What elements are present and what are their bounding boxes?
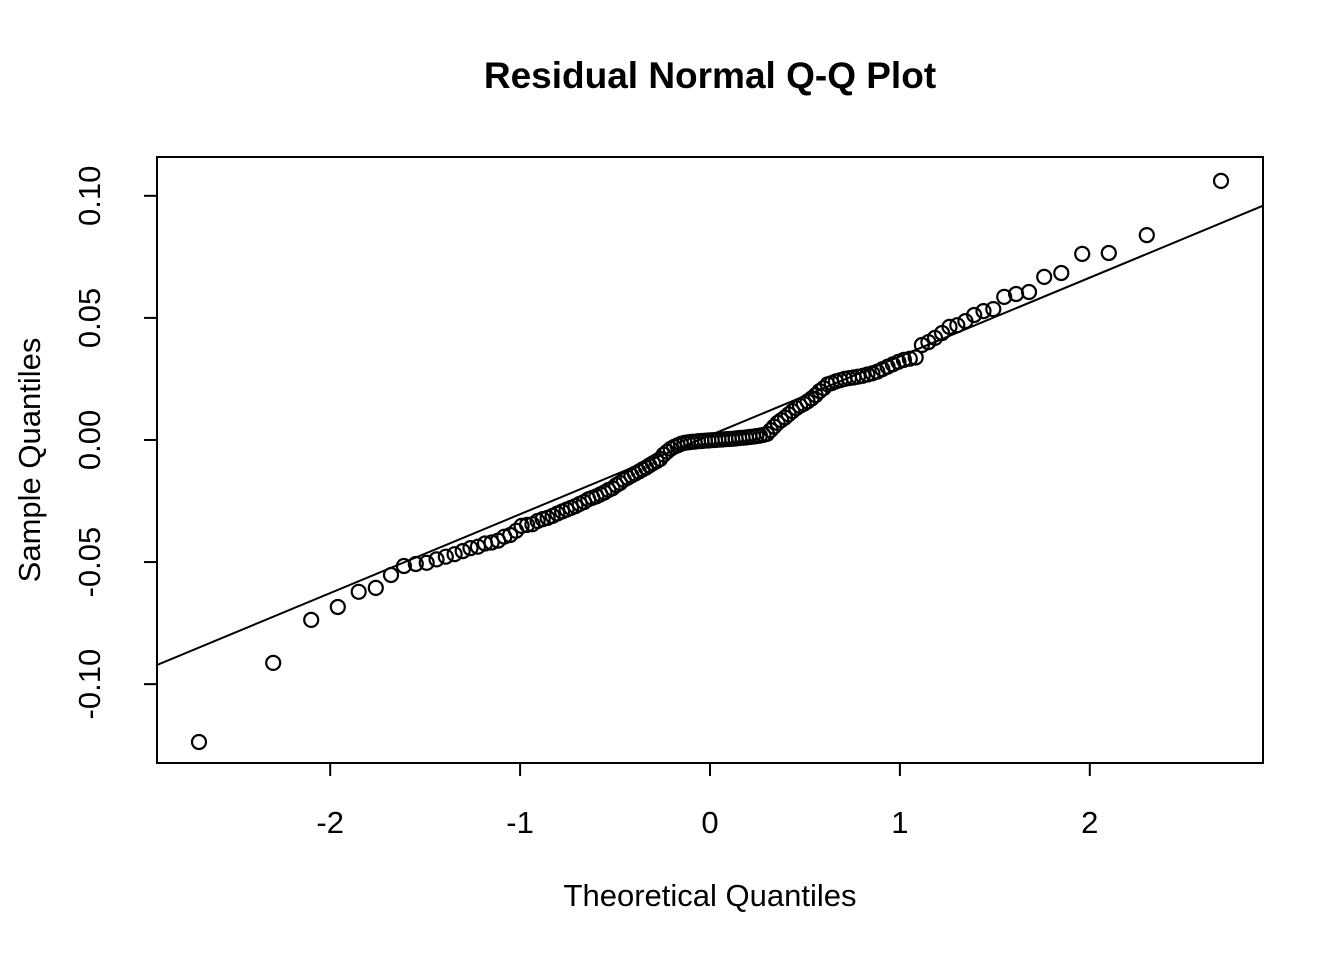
data-point	[1036, 268, 1053, 285]
data-point	[367, 579, 384, 597]
data-point	[407, 555, 424, 573]
data-point	[395, 557, 412, 575]
data-point	[895, 351, 913, 368]
y-tick-label: -0.05	[72, 527, 107, 598]
data-point	[382, 566, 400, 584]
plot-border-box	[156, 156, 1264, 764]
data-point	[265, 654, 282, 672]
data-point	[949, 317, 966, 334]
y-tick-label: -0.10	[72, 649, 107, 720]
data-point	[985, 301, 1002, 318]
data-point	[454, 542, 471, 560]
data-point	[518, 516, 536, 534]
x-tick-label: 0	[701, 805, 718, 840]
data-point	[437, 548, 454, 565]
y-tick-label: 0.05	[72, 288, 107, 348]
data-point	[1138, 227, 1155, 244]
data-point	[966, 306, 983, 324]
data-point	[1212, 172, 1230, 189]
data-points-group	[190, 172, 1230, 751]
data-point	[1020, 283, 1038, 301]
data-point	[303, 611, 320, 629]
data-point	[462, 539, 479, 557]
x-tick-label: 2	[1081, 805, 1098, 840]
data-point	[483, 534, 500, 551]
y-tick-label: 0.10	[72, 166, 107, 226]
data-point	[350, 583, 367, 600]
data-point	[190, 733, 208, 751]
data-point	[815, 380, 832, 397]
data-point	[428, 551, 445, 568]
data-point	[329, 598, 346, 616]
data-point	[907, 349, 924, 366]
x-tick-label: -1	[506, 805, 534, 840]
data-point	[1100, 244, 1117, 262]
data-point	[446, 546, 463, 563]
data-point	[941, 318, 958, 335]
data-point	[901, 350, 918, 367]
data-point	[975, 303, 992, 320]
y-axis-ticks: -0.10 -0.05 0.00 0.05 0.10	[72, 166, 157, 720]
x-axis-label: Theoretical Quantiles	[564, 878, 857, 913]
plot-title: Residual Normal Q-Q Plot	[484, 55, 936, 96]
data-point	[1074, 245, 1091, 262]
x-tick-label: -2	[316, 805, 344, 840]
data-point	[996, 288, 1013, 305]
data-point	[1053, 264, 1070, 282]
data-point	[418, 554, 435, 571]
data-point	[513, 517, 530, 535]
x-axis-ticks: -2 -1 0 1 2	[316, 763, 1098, 840]
y-tick-label: 0.00	[72, 410, 107, 470]
x-tick-label: 1	[891, 805, 908, 840]
y-axis-label: Sample Quantiles	[12, 338, 47, 583]
